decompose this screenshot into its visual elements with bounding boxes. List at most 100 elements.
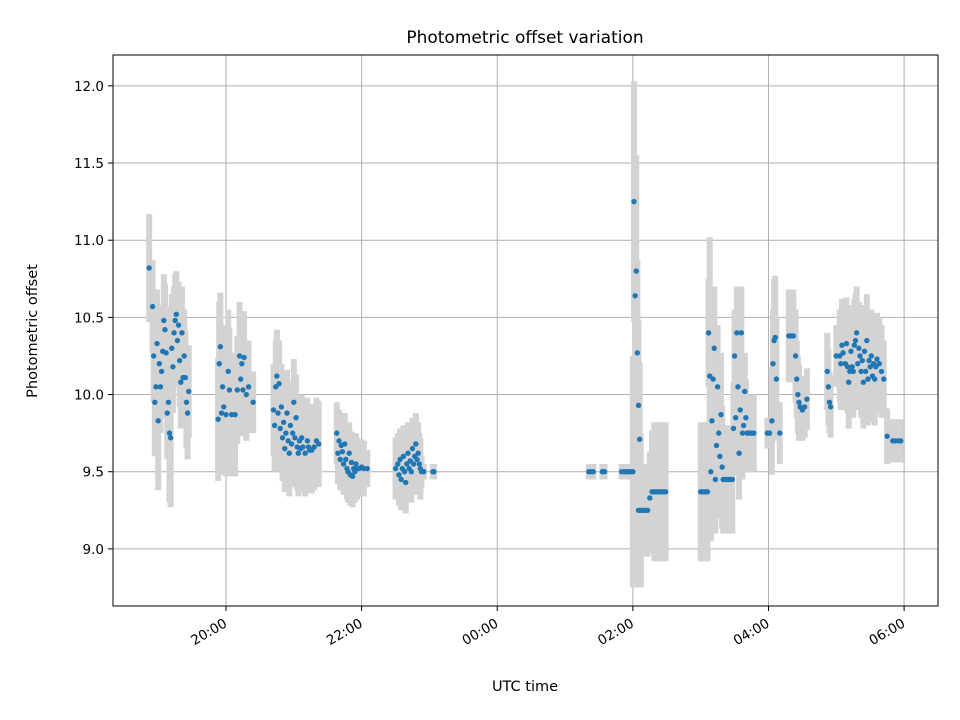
data-point bbox=[239, 360, 245, 367]
data-point bbox=[335, 450, 341, 456]
data-point bbox=[288, 441, 295, 447]
data-point bbox=[163, 350, 169, 356]
data-point bbox=[341, 441, 348, 447]
chart-title: Photometric offset variation bbox=[406, 28, 643, 48]
data-point bbox=[240, 387, 246, 393]
data-point bbox=[270, 407, 277, 413]
data-point bbox=[218, 410, 225, 416]
data-point bbox=[850, 368, 856, 375]
data-point bbox=[712, 476, 719, 483]
data-point bbox=[161, 317, 167, 324]
data-point bbox=[772, 334, 778, 341]
data-point bbox=[846, 379, 852, 385]
data-point bbox=[731, 353, 738, 359]
data-point bbox=[186, 388, 192, 395]
data-point bbox=[291, 399, 297, 405]
data-point bbox=[719, 464, 725, 470]
data-point bbox=[414, 456, 420, 463]
data-point bbox=[635, 402, 642, 409]
data-point bbox=[343, 456, 349, 463]
data-point bbox=[346, 450, 352, 456]
data-point bbox=[184, 410, 191, 416]
data-point bbox=[157, 384, 164, 390]
data-point bbox=[859, 357, 865, 364]
data-point bbox=[736, 450, 742, 456]
data-point bbox=[730, 425, 737, 432]
data-point bbox=[217, 344, 224, 350]
y-tick-label: 10.0 bbox=[74, 388, 104, 404]
data-point bbox=[156, 360, 163, 367]
data-point bbox=[304, 438, 311, 444]
data-point bbox=[824, 368, 830, 375]
data-point bbox=[271, 422, 278, 429]
data-point bbox=[315, 441, 322, 447]
data-point bbox=[876, 360, 882, 367]
data-point bbox=[751, 430, 757, 436]
y-tick-label: 10.5 bbox=[74, 310, 104, 326]
data-point bbox=[232, 411, 238, 418]
data-point bbox=[792, 353, 799, 359]
data-point bbox=[647, 495, 653, 501]
data-point bbox=[770, 360, 776, 367]
data-point bbox=[898, 438, 904, 444]
data-point bbox=[631, 198, 637, 205]
data-point bbox=[634, 350, 641, 356]
data-point bbox=[795, 391, 801, 398]
data-point bbox=[868, 353, 875, 359]
data-point bbox=[395, 461, 401, 467]
data-point bbox=[348, 459, 355, 466]
data-point bbox=[866, 357, 872, 364]
data-point bbox=[225, 368, 231, 375]
data-point bbox=[733, 415, 739, 421]
data-point bbox=[182, 374, 189, 381]
data-point bbox=[827, 404, 834, 410]
data-point bbox=[716, 430, 722, 436]
data-point bbox=[275, 410, 281, 416]
data-point bbox=[146, 265, 152, 271]
data-point bbox=[300, 444, 306, 450]
data-point bbox=[234, 387, 241, 393]
data-point bbox=[839, 342, 845, 348]
data-point bbox=[713, 442, 720, 449]
data-point bbox=[421, 469, 427, 475]
data-point bbox=[165, 399, 172, 405]
data-point bbox=[409, 445, 416, 452]
data-point bbox=[857, 353, 863, 359]
data-point bbox=[729, 476, 736, 483]
data-point bbox=[274, 373, 280, 379]
data-point bbox=[400, 453, 407, 459]
data-point bbox=[215, 416, 221, 422]
data-point bbox=[155, 418, 161, 424]
y-tick-label: 11.5 bbox=[74, 156, 104, 172]
data-point bbox=[334, 430, 340, 436]
data-point bbox=[872, 376, 878, 382]
data-point bbox=[284, 410, 290, 416]
data-point bbox=[337, 456, 343, 463]
data-point bbox=[737, 407, 743, 413]
data-point bbox=[401, 469, 408, 475]
data-point bbox=[283, 430, 289, 436]
data-point bbox=[734, 330, 740, 336]
data-point bbox=[302, 450, 308, 456]
y-axis: 9.0 9.5 10.0 10.5 11.0 11.5 12.0 bbox=[74, 79, 113, 558]
data-point bbox=[149, 303, 156, 310]
data-point bbox=[844, 364, 851, 370]
data-point bbox=[865, 376, 871, 382]
data-point bbox=[590, 469, 597, 475]
x-axis-title: UTC time bbox=[492, 679, 558, 695]
data-point bbox=[855, 360, 861, 367]
data-point bbox=[766, 430, 773, 436]
data-point bbox=[881, 376, 887, 382]
data-point bbox=[339, 448, 346, 455]
data-point bbox=[861, 348, 868, 355]
data-point bbox=[709, 418, 715, 424]
data-point bbox=[636, 436, 643, 443]
data-point bbox=[743, 415, 749, 421]
data-point bbox=[241, 354, 247, 361]
y-tick-label: 9.5 bbox=[83, 465, 104, 481]
data-point bbox=[243, 391, 250, 398]
data-point bbox=[158, 368, 165, 375]
data-point bbox=[154, 340, 160, 347]
data-point bbox=[279, 435, 286, 441]
